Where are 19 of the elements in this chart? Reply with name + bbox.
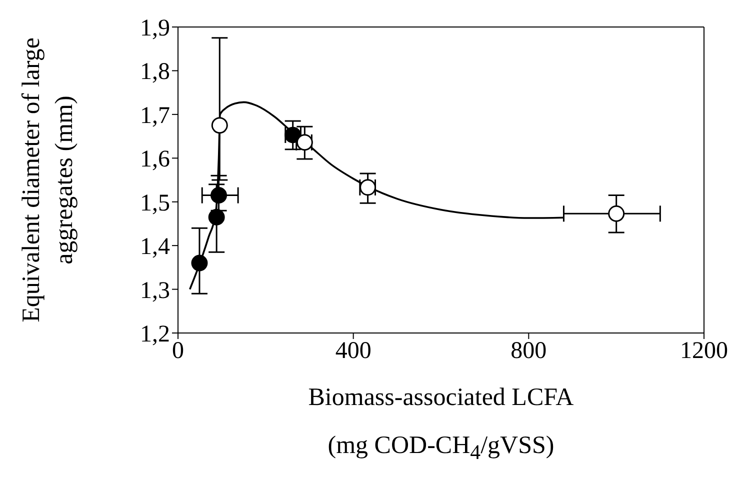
point [210, 187, 228, 204]
x-tick-label: 1200 [680, 338, 728, 364]
y-tick-label: 1,7 [140, 102, 170, 129]
y-tick-label: 1,5 [140, 190, 170, 216]
y-axis-title: Equivalent diameter of large aggregates (mm) [17, 36, 79, 324]
point [208, 208, 225, 226]
point [608, 205, 625, 222]
point [191, 254, 208, 272]
y-tick-label: 1,4 [140, 234, 170, 260]
x-axis-title: Biomass-associated LCFA (mg COD-CH$_{4}$/gVSS) [307, 383, 575, 466]
point [211, 117, 228, 134]
x-tick-label: 400 [335, 338, 372, 364]
y-tick-label: 1,9 [140, 16, 170, 42]
y-tick-label: 1,2 [140, 322, 170, 348]
y-tick-label: 1,3 [140, 278, 170, 304]
y-tick-label: 1,6 [140, 146, 170, 173]
x-tick-label: 0 [172, 338, 184, 364]
y-tick-label: 1,8 [140, 59, 170, 86]
x-tick-label: 800 [510, 338, 547, 364]
